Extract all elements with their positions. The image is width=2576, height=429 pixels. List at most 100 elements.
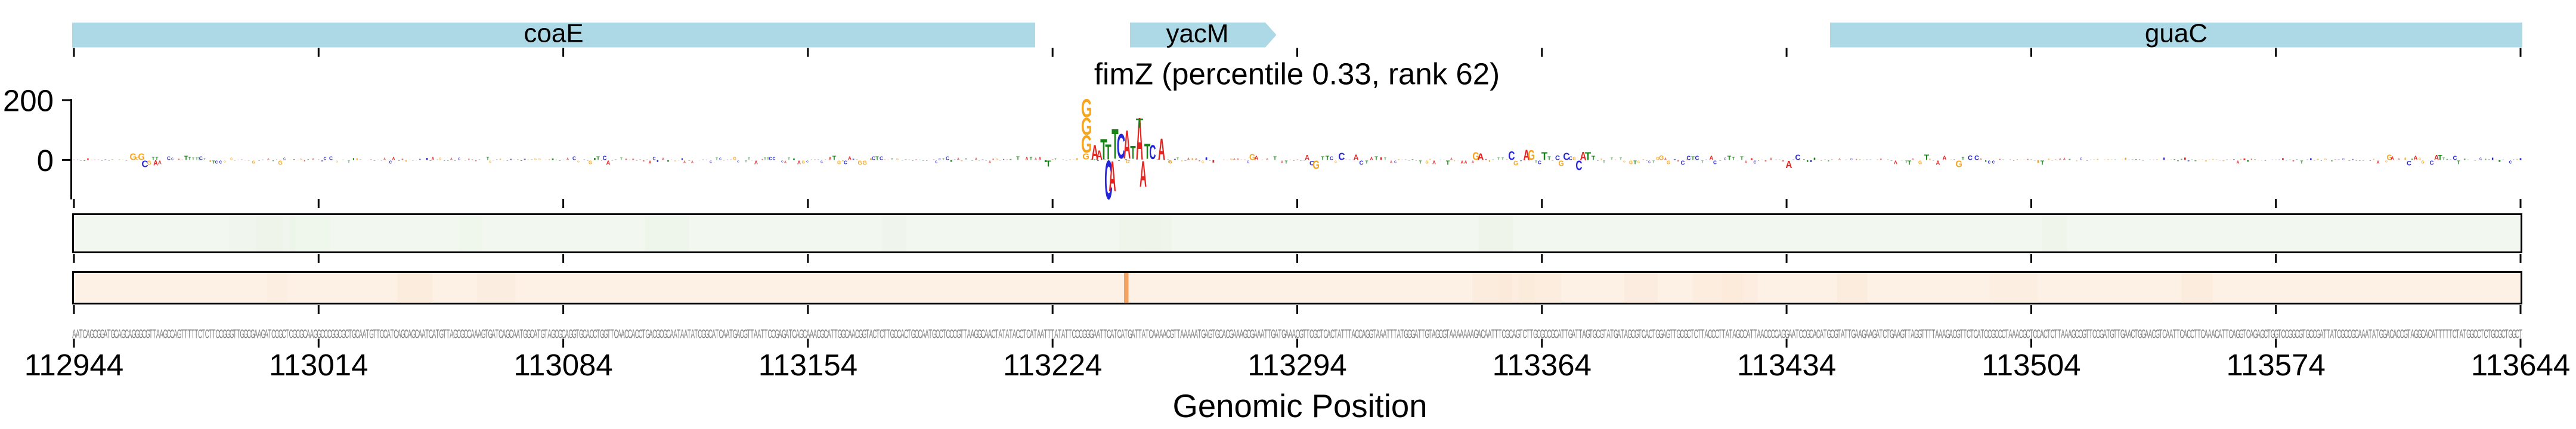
svg-text:T: T xyxy=(1321,156,1324,161)
svg-text:guaC: guaC xyxy=(2145,19,2207,48)
svg-text:C: C xyxy=(135,157,138,161)
svg-text:C: C xyxy=(737,160,739,163)
svg-text:C: C xyxy=(710,160,712,164)
svg-text:G: G xyxy=(1513,160,1518,167)
svg-text:T: T xyxy=(1384,158,1386,161)
svg-text:A: A xyxy=(1354,153,1359,161)
svg-text:G: G xyxy=(1081,131,1092,158)
svg-text:coaE: coaE xyxy=(524,19,583,48)
svg-text:A: A xyxy=(2377,160,2380,164)
svg-text:A: A xyxy=(1237,158,1239,161)
svg-text:G: G xyxy=(1637,160,1640,164)
svg-text:T: T xyxy=(788,158,790,161)
svg-text:T: T xyxy=(1603,161,1605,164)
svg-text:A: A xyxy=(1370,157,1373,161)
svg-text:T: T xyxy=(1285,160,1288,165)
svg-text:A: A xyxy=(1195,158,1197,161)
svg-text:T: T xyxy=(348,161,350,164)
svg-text:T: T xyxy=(1727,156,1732,162)
svg-text:A: A xyxy=(1390,160,1392,164)
svg-text:C: C xyxy=(1104,150,1112,212)
svg-text:A: A xyxy=(662,157,664,161)
svg-text:T: T xyxy=(1419,160,1422,165)
svg-text:T: T xyxy=(767,158,769,161)
svg-text:T: T xyxy=(203,158,206,161)
svg-text:C: C xyxy=(1247,160,1249,164)
svg-text:AATCAGCGGATGCAGCAGGGCGTTAAGCCA: AATCAGCGGATGCAGCAGGGCGTTAAGCCAGTTTTTCTCT… xyxy=(72,327,2522,341)
svg-text:G: G xyxy=(2419,157,2421,161)
svg-text:T: T xyxy=(1535,161,1537,164)
svg-text:T: T xyxy=(1273,156,1277,161)
svg-text:A: A xyxy=(1450,157,1453,161)
svg-text:T: T xyxy=(875,156,879,161)
svg-text:G: G xyxy=(801,160,804,164)
svg-text:C: C xyxy=(772,157,775,161)
svg-text:A: A xyxy=(2063,157,2066,161)
svg-text:T: T xyxy=(152,156,155,161)
svg-text:T: T xyxy=(1016,156,1020,161)
svg-text:G: G xyxy=(837,160,841,165)
svg-text:A: A xyxy=(1158,132,1165,166)
svg-text:T: T xyxy=(1136,116,1143,131)
svg-text:A: A xyxy=(450,157,453,161)
svg-text:C: C xyxy=(329,155,333,161)
svg-text:113294: 113294 xyxy=(1247,348,1346,382)
svg-text:T: T xyxy=(1105,139,1111,164)
svg-text:A: A xyxy=(1233,158,1236,161)
svg-text:fimZ (percentile 0.33, rank 62: fimZ (percentile 0.33, rank 62) xyxy=(1094,57,1500,91)
svg-text:A: A xyxy=(153,160,158,167)
svg-text:A: A xyxy=(1524,147,1530,164)
svg-text:T: T xyxy=(1501,158,1504,161)
svg-text:G: G xyxy=(1081,113,1092,140)
svg-text:T: T xyxy=(1585,150,1591,163)
svg-text:T: T xyxy=(748,158,750,161)
svg-text:C: C xyxy=(219,160,222,164)
svg-text:A: A xyxy=(1980,158,1982,161)
svg-text:T: T xyxy=(1446,160,1450,167)
svg-text:T: T xyxy=(1497,158,1500,161)
svg-text:C: C xyxy=(1724,157,1726,161)
svg-text:T: T xyxy=(1905,161,1908,164)
svg-text:C: C xyxy=(844,159,847,165)
svg-text:G: G xyxy=(1955,159,1962,170)
svg-text:G: G xyxy=(1169,160,1172,164)
svg-text:A: A xyxy=(383,157,386,161)
svg-text:G: G xyxy=(336,160,338,163)
svg-text:C: C xyxy=(806,160,809,163)
svg-text:113504: 113504 xyxy=(1981,348,2080,382)
svg-text:A: A xyxy=(2434,154,2439,161)
svg-text:A: A xyxy=(1770,157,1772,161)
svg-text:A: A xyxy=(158,159,162,165)
svg-text:C: C xyxy=(1987,160,1990,164)
svg-text:113574: 113574 xyxy=(2226,348,2325,382)
svg-text:G: G xyxy=(1572,157,1575,161)
svg-text:T: T xyxy=(596,156,600,161)
svg-text:T: T xyxy=(1100,133,1107,166)
svg-text:A: A xyxy=(1266,158,1268,161)
svg-text:G: G xyxy=(300,158,302,161)
svg-text:A: A xyxy=(848,155,852,161)
svg-text:C: C xyxy=(1968,154,1973,161)
svg-text:T: T xyxy=(1592,156,1596,162)
svg-text:G: G xyxy=(224,160,226,163)
svg-text:T: T xyxy=(1030,156,1033,161)
svg-text:113434: 113434 xyxy=(1737,348,1836,382)
svg-text:C: C xyxy=(1992,160,1995,164)
svg-text:G: G xyxy=(996,158,998,161)
svg-text:T: T xyxy=(1054,158,1057,161)
svg-text:0: 0 xyxy=(37,144,54,178)
svg-text:A: A xyxy=(1091,141,1098,164)
svg-text:G: G xyxy=(278,160,282,166)
svg-text:C: C xyxy=(389,160,392,164)
svg-text:T: T xyxy=(1366,160,1368,165)
svg-text:T: T xyxy=(1130,142,1135,163)
svg-text:T: T xyxy=(1652,161,1655,164)
svg-text:G: G xyxy=(1202,160,1204,164)
svg-text:A: A xyxy=(566,157,569,161)
svg-text:T: T xyxy=(1732,156,1735,161)
svg-text:T: T xyxy=(1541,150,1547,163)
svg-text:G: G xyxy=(2386,153,2392,162)
svg-text:G: G xyxy=(1249,153,1255,162)
svg-text:G: G xyxy=(534,158,537,161)
svg-text:T: T xyxy=(1924,153,1930,162)
